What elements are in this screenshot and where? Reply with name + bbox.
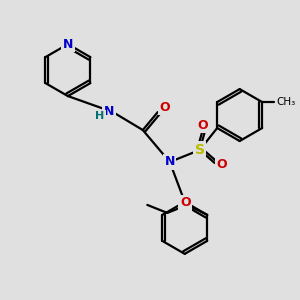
Text: O: O [160,100,170,114]
Text: O: O [216,158,227,172]
Text: CH₃: CH₃ [276,97,296,107]
Text: S: S [195,143,205,157]
Text: N: N [63,38,73,51]
Text: O: O [180,196,190,209]
Text: N: N [165,155,175,169]
Text: N: N [104,105,114,118]
Text: H: H [95,111,104,121]
Text: O: O [197,118,208,131]
